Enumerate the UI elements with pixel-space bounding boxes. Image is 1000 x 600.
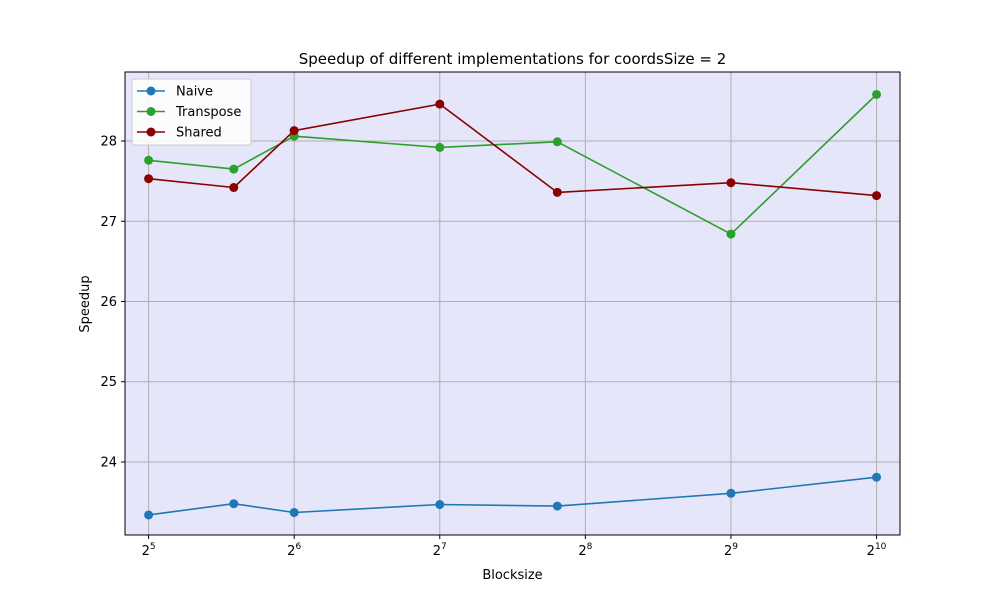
legend-label-transpose: Transpose bbox=[175, 105, 241, 120]
y-tick-label: 25 bbox=[100, 375, 117, 390]
data-point-naive bbox=[144, 510, 154, 520]
x-tick-label: 210 bbox=[867, 542, 887, 559]
x-tick-base: 2 bbox=[724, 544, 732, 559]
legend-box bbox=[131, 78, 252, 146]
data-point-shared bbox=[229, 183, 239, 193]
data-point-transpose bbox=[552, 137, 562, 147]
grid-lines bbox=[125, 72, 900, 535]
data-point-transpose bbox=[144, 155, 154, 165]
data-point-naive bbox=[552, 501, 562, 511]
series-layer bbox=[144, 89, 882, 520]
x-tick-exponent: 9 bbox=[732, 542, 738, 552]
x-tick-exponent: 8 bbox=[587, 542, 593, 552]
data-point-shared bbox=[144, 174, 154, 184]
data-point-transpose bbox=[726, 229, 736, 239]
x-tick-base: 2 bbox=[578, 544, 586, 559]
data-point-shared bbox=[435, 99, 445, 109]
y-tick-label: 27 bbox=[100, 215, 117, 230]
data-point-naive bbox=[435, 500, 445, 510]
legend-marker-naive bbox=[146, 86, 156, 96]
plot-frame bbox=[124, 71, 901, 536]
legend: Naive Transpose Shared bbox=[131, 78, 252, 146]
x-tick-exponent: 10 bbox=[875, 542, 887, 552]
x-tick-base: 2 bbox=[142, 544, 150, 559]
data-point-naive bbox=[872, 472, 882, 482]
data-point-naive bbox=[289, 508, 299, 518]
x-axis-ticks: 25 26 27 28 29 210 bbox=[142, 535, 887, 559]
x-tick-label: 29 bbox=[724, 542, 738, 559]
x-tick-label: 27 bbox=[433, 542, 447, 559]
x-tick-exponent: 7 bbox=[441, 542, 447, 552]
legend-label-naive: Naive bbox=[176, 85, 213, 100]
y-tick-label: 26 bbox=[100, 295, 117, 310]
x-axis-label: Blocksize bbox=[482, 568, 542, 583]
x-tick-base: 2 bbox=[867, 544, 875, 559]
legend-marker-shared bbox=[146, 127, 156, 137]
data-point-shared bbox=[552, 187, 562, 197]
chart-title: Speedup of different implementations for… bbox=[299, 50, 727, 68]
x-tick-exponent: 5 bbox=[150, 542, 156, 552]
y-axis-ticks: 24 25 26 27 28 bbox=[100, 135, 125, 470]
data-point-transpose bbox=[435, 142, 445, 152]
data-point-shared bbox=[872, 191, 882, 201]
x-tick-label: 28 bbox=[578, 542, 592, 559]
y-tick-label: 28 bbox=[100, 135, 117, 150]
x-tick-exponent: 6 bbox=[295, 542, 301, 552]
data-point-shared bbox=[726, 178, 736, 188]
y-axis-label: Speedup bbox=[78, 275, 93, 332]
data-point-shared bbox=[289, 126, 299, 136]
legend-label-shared: Shared bbox=[176, 126, 222, 141]
data-point-naive bbox=[726, 488, 736, 498]
x-tick-base: 2 bbox=[433, 544, 441, 559]
data-point-transpose bbox=[872, 89, 882, 99]
x-tick-label: 25 bbox=[142, 542, 156, 559]
x-tick-label: 26 bbox=[287, 542, 301, 559]
data-point-transpose bbox=[229, 164, 239, 174]
legend-marker-transpose bbox=[146, 107, 156, 116]
data-point-naive bbox=[229, 499, 239, 509]
plot-background bbox=[125, 72, 900, 535]
y-tick-label: 24 bbox=[100, 455, 117, 470]
x-tick-base: 2 bbox=[287, 544, 295, 559]
